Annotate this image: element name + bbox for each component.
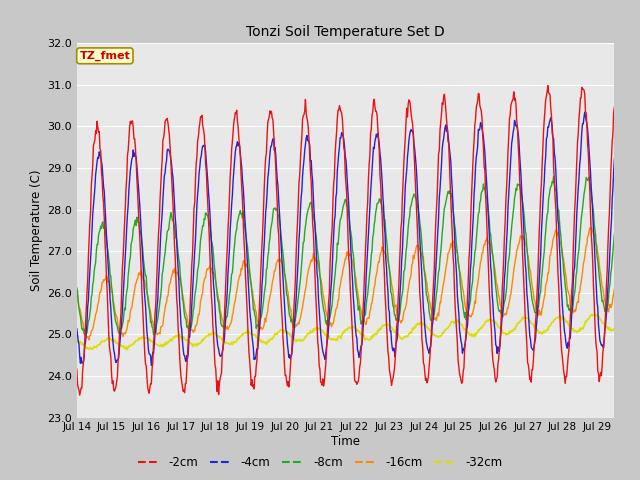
Y-axis label: Soil Temperature (C): Soil Temperature (C) [30,169,43,291]
X-axis label: Time: Time [331,435,360,448]
Title: Tonzi Soil Temperature Set D: Tonzi Soil Temperature Set D [246,25,445,39]
Legend: -2cm, -4cm, -8cm, -16cm, -32cm: -2cm, -4cm, -8cm, -16cm, -32cm [133,452,507,474]
Text: TZ_fmet: TZ_fmet [79,51,130,61]
